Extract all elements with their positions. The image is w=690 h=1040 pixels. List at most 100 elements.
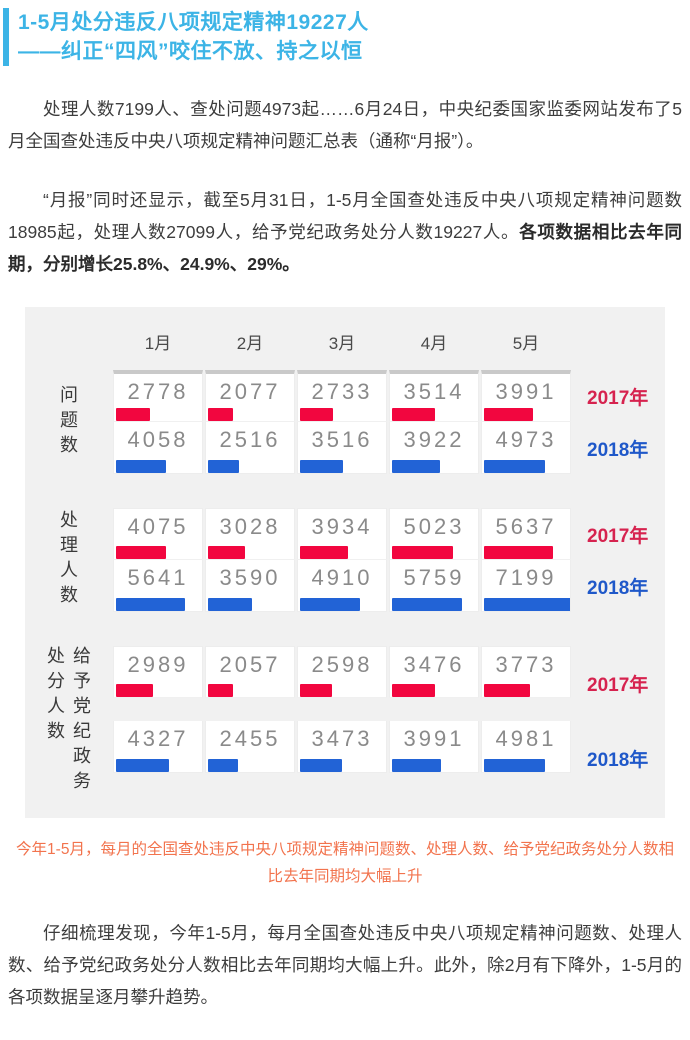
value-bar (484, 598, 570, 611)
data-cell: 2077 (205, 370, 295, 422)
value-bar (392, 546, 454, 559)
data-cell: 3991 (389, 721, 479, 773)
month-label-2: 2月 (236, 334, 264, 353)
group-label-3: 给予党纪政务 处分人数 (45, 646, 91, 796)
value-bar (392, 759, 441, 772)
paragraph-2-bold: 各项数据相比去年同期，分别增长25.8%、24.9%、29%。 (8, 222, 682, 274)
value-bar (300, 408, 334, 421)
data-cell: 4327 (113, 721, 203, 773)
year-label-2018: 2018年 (587, 439, 649, 461)
title-line-2: ——纠正“四风”咬住不放、持之以恒 (18, 40, 363, 63)
data-cell: 3773 (481, 646, 571, 698)
data-cell: 2455 (205, 721, 295, 773)
data-cell: 3028 (205, 508, 295, 560)
article-title: 1-5月处分违反八项规定精神19227人 ——纠正“四风”咬住不放、持之以恒 (3, 8, 682, 66)
data-cell: 5637 (481, 508, 571, 560)
article-page: 1-5月处分违反八项规定精神19227人 ——纠正“四风”咬住不放、持之以恒 处… (0, 8, 690, 1013)
data-value: 4075 (127, 514, 189, 539)
data-cell: 2598 (297, 646, 387, 698)
value-bar (484, 684, 531, 697)
paragraph-1: 处理人数7199人、查处问题4973起……6月24日，中央纪委国家监委网站发布了… (8, 99, 682, 151)
data-value: 4058 (127, 427, 189, 452)
value-bar (208, 460, 239, 473)
data-cell: 2516 (205, 422, 295, 474)
data-value: 2598 (311, 652, 373, 677)
data-cell: 4973 (481, 422, 571, 474)
data-value: 3516 (311, 427, 373, 452)
data-cell: 7199 (481, 560, 571, 612)
data-cell: 3922 (389, 422, 479, 474)
group-label-1: 问题数 (58, 384, 78, 460)
value-bar (300, 759, 343, 772)
value-bar (116, 598, 185, 611)
chart-caption: 今年1-5月，每月的全国查处违反中央八项规定精神问题数、处理人数、给予党纪政务处… (16, 841, 674, 885)
data-value: 3922 (403, 427, 465, 452)
value-bar (392, 408, 435, 421)
data-value: 2455 (219, 726, 281, 751)
data-value: 5759 (403, 565, 465, 590)
value-bar (484, 408, 533, 421)
month-header-spacer (25, 323, 111, 360)
data-cell: 4058 (113, 422, 203, 474)
chart-group-3: 给予党纪政务 处分人数 2989 2057 2598 3476 3773 2017年 4327… (25, 646, 665, 796)
group-label-2: 处理人数 (58, 510, 78, 610)
data-cell: 5759 (389, 560, 479, 612)
data-value: 3934 (311, 514, 373, 539)
value-bar (300, 546, 349, 559)
value-bar (300, 460, 343, 473)
data-value: 4327 (127, 726, 189, 751)
data-value: 5641 (127, 565, 189, 590)
data-value: 3991 (403, 726, 465, 751)
data-cell: 2778 (113, 370, 203, 422)
data-cell: 4910 (297, 560, 387, 612)
value-bar (208, 759, 238, 772)
data-cell: 2733 (297, 370, 387, 422)
data-cell: 3934 (297, 508, 387, 560)
data-value: 7199 (495, 565, 557, 590)
monthly-stats-chart: 1月 2月 3月 4月 5月 问题数 2778 2077 2733 3514 3991 2017年 4… (25, 307, 665, 818)
paragraph-2: “月报”同时还显示，截至5月31日，1-5月全国查处违反中央八项规定精神问题数1… (8, 184, 682, 280)
value-bar (116, 684, 153, 697)
value-bar (392, 460, 440, 473)
data-cell: 3514 (389, 370, 479, 422)
value-bar (208, 546, 246, 559)
data-cell: 5641 (113, 560, 203, 612)
chart-group-2: 处理人数 4075 3028 3934 5023 5637 2017年 5641 3590 491… (25, 508, 665, 612)
data-value: 2989 (127, 652, 189, 677)
data-cell: 2989 (113, 646, 203, 698)
data-cell: 3590 (205, 560, 295, 612)
data-value: 2057 (219, 652, 281, 677)
year-label-2018: 2018年 (587, 750, 649, 771)
month-label-4: 4月 (420, 334, 448, 353)
data-value: 4910 (311, 565, 373, 590)
data-cell: 4981 (481, 721, 571, 773)
value-bar (392, 598, 463, 611)
value-bar (208, 684, 234, 697)
data-value: 5023 (403, 514, 465, 539)
chart-group-1: 问题数 2778 2077 2733 3514 3991 2017年 4058 2516 3516… (25, 370, 665, 474)
value-bar (116, 408, 150, 421)
value-bar (300, 598, 361, 611)
value-bar (116, 546, 166, 559)
month-label-5: 5月 (512, 334, 540, 353)
chart-groups: 问题数 2778 2077 2733 3514 3991 2017年 4058 2516 3516… (25, 370, 665, 796)
data-value: 5637 (495, 514, 557, 539)
data-value: 3476 (403, 652, 465, 677)
data-cell: 3516 (297, 422, 387, 474)
paragraph-2-normal: “月报”同时还显示，截至5月31日，1-5月全国查处违反中央八项规定精神问题数1… (8, 190, 682, 242)
value-bar (484, 460, 545, 473)
value-bar (484, 759, 545, 772)
year-label-2017: 2017年 (587, 525, 649, 547)
year-label-2018: 2018年 (587, 577, 649, 599)
data-value: 2778 (127, 379, 189, 404)
data-cell: 4075 (113, 508, 203, 560)
data-value: 3514 (403, 379, 465, 404)
data-value: 2516 (219, 427, 281, 452)
data-cell: 2057 (205, 646, 295, 698)
data-cell: 3473 (297, 721, 387, 773)
value-bar (208, 408, 234, 421)
value-bar (392, 684, 435, 697)
data-value: 3473 (311, 726, 373, 751)
data-value: 4981 (495, 726, 557, 751)
data-value: 3773 (495, 652, 557, 677)
